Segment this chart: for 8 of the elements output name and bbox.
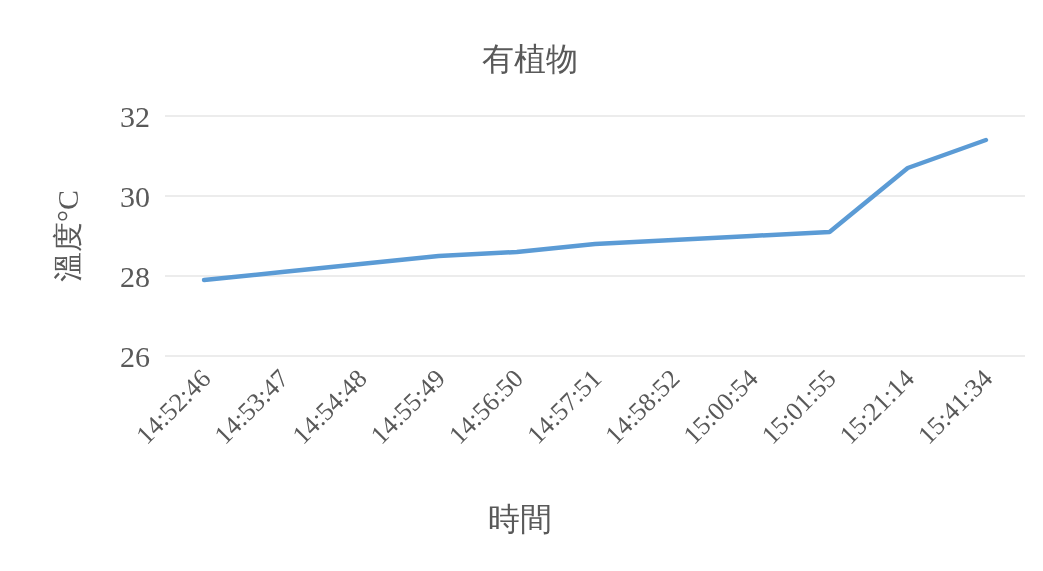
- y-axis-title: 溫度°C: [51, 189, 84, 283]
- y-tick-label: 30: [120, 180, 150, 213]
- line-series: [201, 137, 989, 283]
- y-tick-label: 26: [120, 340, 150, 373]
- y-tick-label: 28: [120, 260, 150, 293]
- x-axis-title: 時間: [488, 501, 552, 537]
- chart-title: 有植物: [482, 41, 578, 77]
- y-tick-label: 32: [120, 100, 150, 133]
